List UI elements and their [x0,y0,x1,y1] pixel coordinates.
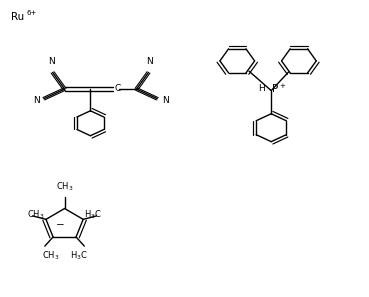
Text: $-$: $-$ [55,218,64,228]
Text: P: P [272,84,279,94]
Text: H$_3$C: H$_3$C [84,208,102,221]
Text: N: N [48,57,55,67]
Text: H: H [258,84,265,93]
Text: +: + [279,83,285,89]
Text: C: C [114,84,121,93]
Text: 6+: 6+ [26,10,37,16]
Text: H$_3$C: H$_3$C [70,250,87,262]
Text: CH$_3$: CH$_3$ [42,250,59,262]
Text: CH$_3$: CH$_3$ [27,208,45,221]
Text: N: N [146,57,154,67]
Text: N: N [162,96,169,105]
Text: N: N [32,96,39,105]
Text: CH$_3$: CH$_3$ [56,180,73,193]
Text: Ru: Ru [11,12,24,22]
